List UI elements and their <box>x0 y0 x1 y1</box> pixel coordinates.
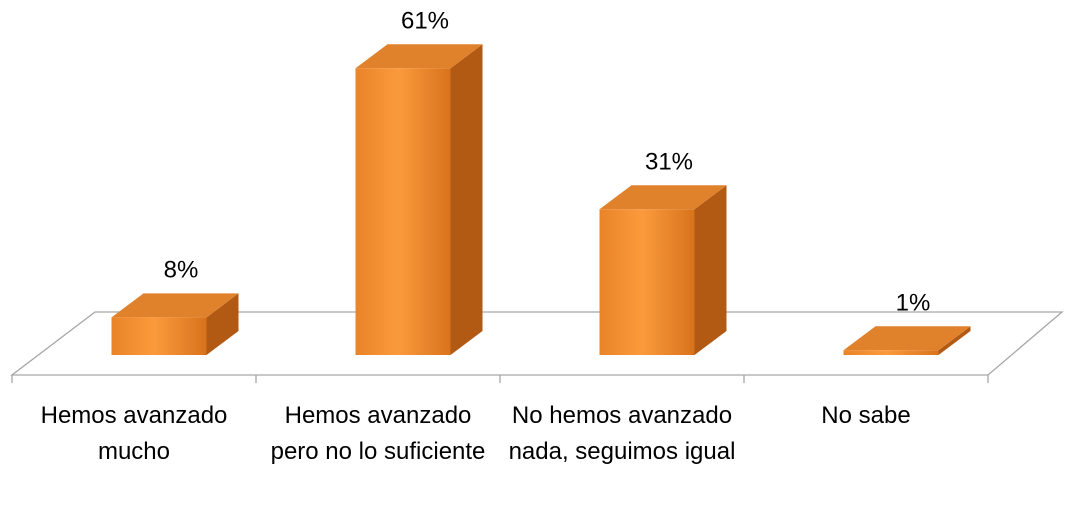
bar <box>355 44 483 356</box>
bar <box>599 185 727 355</box>
x-tick-label: No sabe <box>821 402 911 429</box>
bar-front <box>111 317 207 355</box>
data-label: 31% <box>645 149 693 176</box>
bar-side <box>450 44 483 356</box>
bar <box>843 326 971 355</box>
bar <box>111 293 239 355</box>
data-label: 8% <box>164 257 199 284</box>
bar-side <box>938 326 971 355</box>
x-tick-label: No hemos avanzado nada, seguimos igual <box>508 402 736 465</box>
bar-side <box>694 185 727 355</box>
bar-top <box>599 185 727 210</box>
bar-front <box>355 68 451 356</box>
data-label: 61% <box>401 8 449 35</box>
x-tick-label: Hemos avanzado mucho <box>40 402 228 465</box>
bar-front <box>843 350 939 355</box>
data-label: 1% <box>896 290 931 317</box>
x-tick-label: Hemos avanzado pero no lo suficiente <box>270 402 486 465</box>
bar-front <box>599 209 695 355</box>
bar-top <box>843 326 971 351</box>
bar-top <box>111 293 239 318</box>
bar-side <box>206 293 239 355</box>
floor <box>10 311 1064 376</box>
bar-top <box>355 44 483 69</box>
